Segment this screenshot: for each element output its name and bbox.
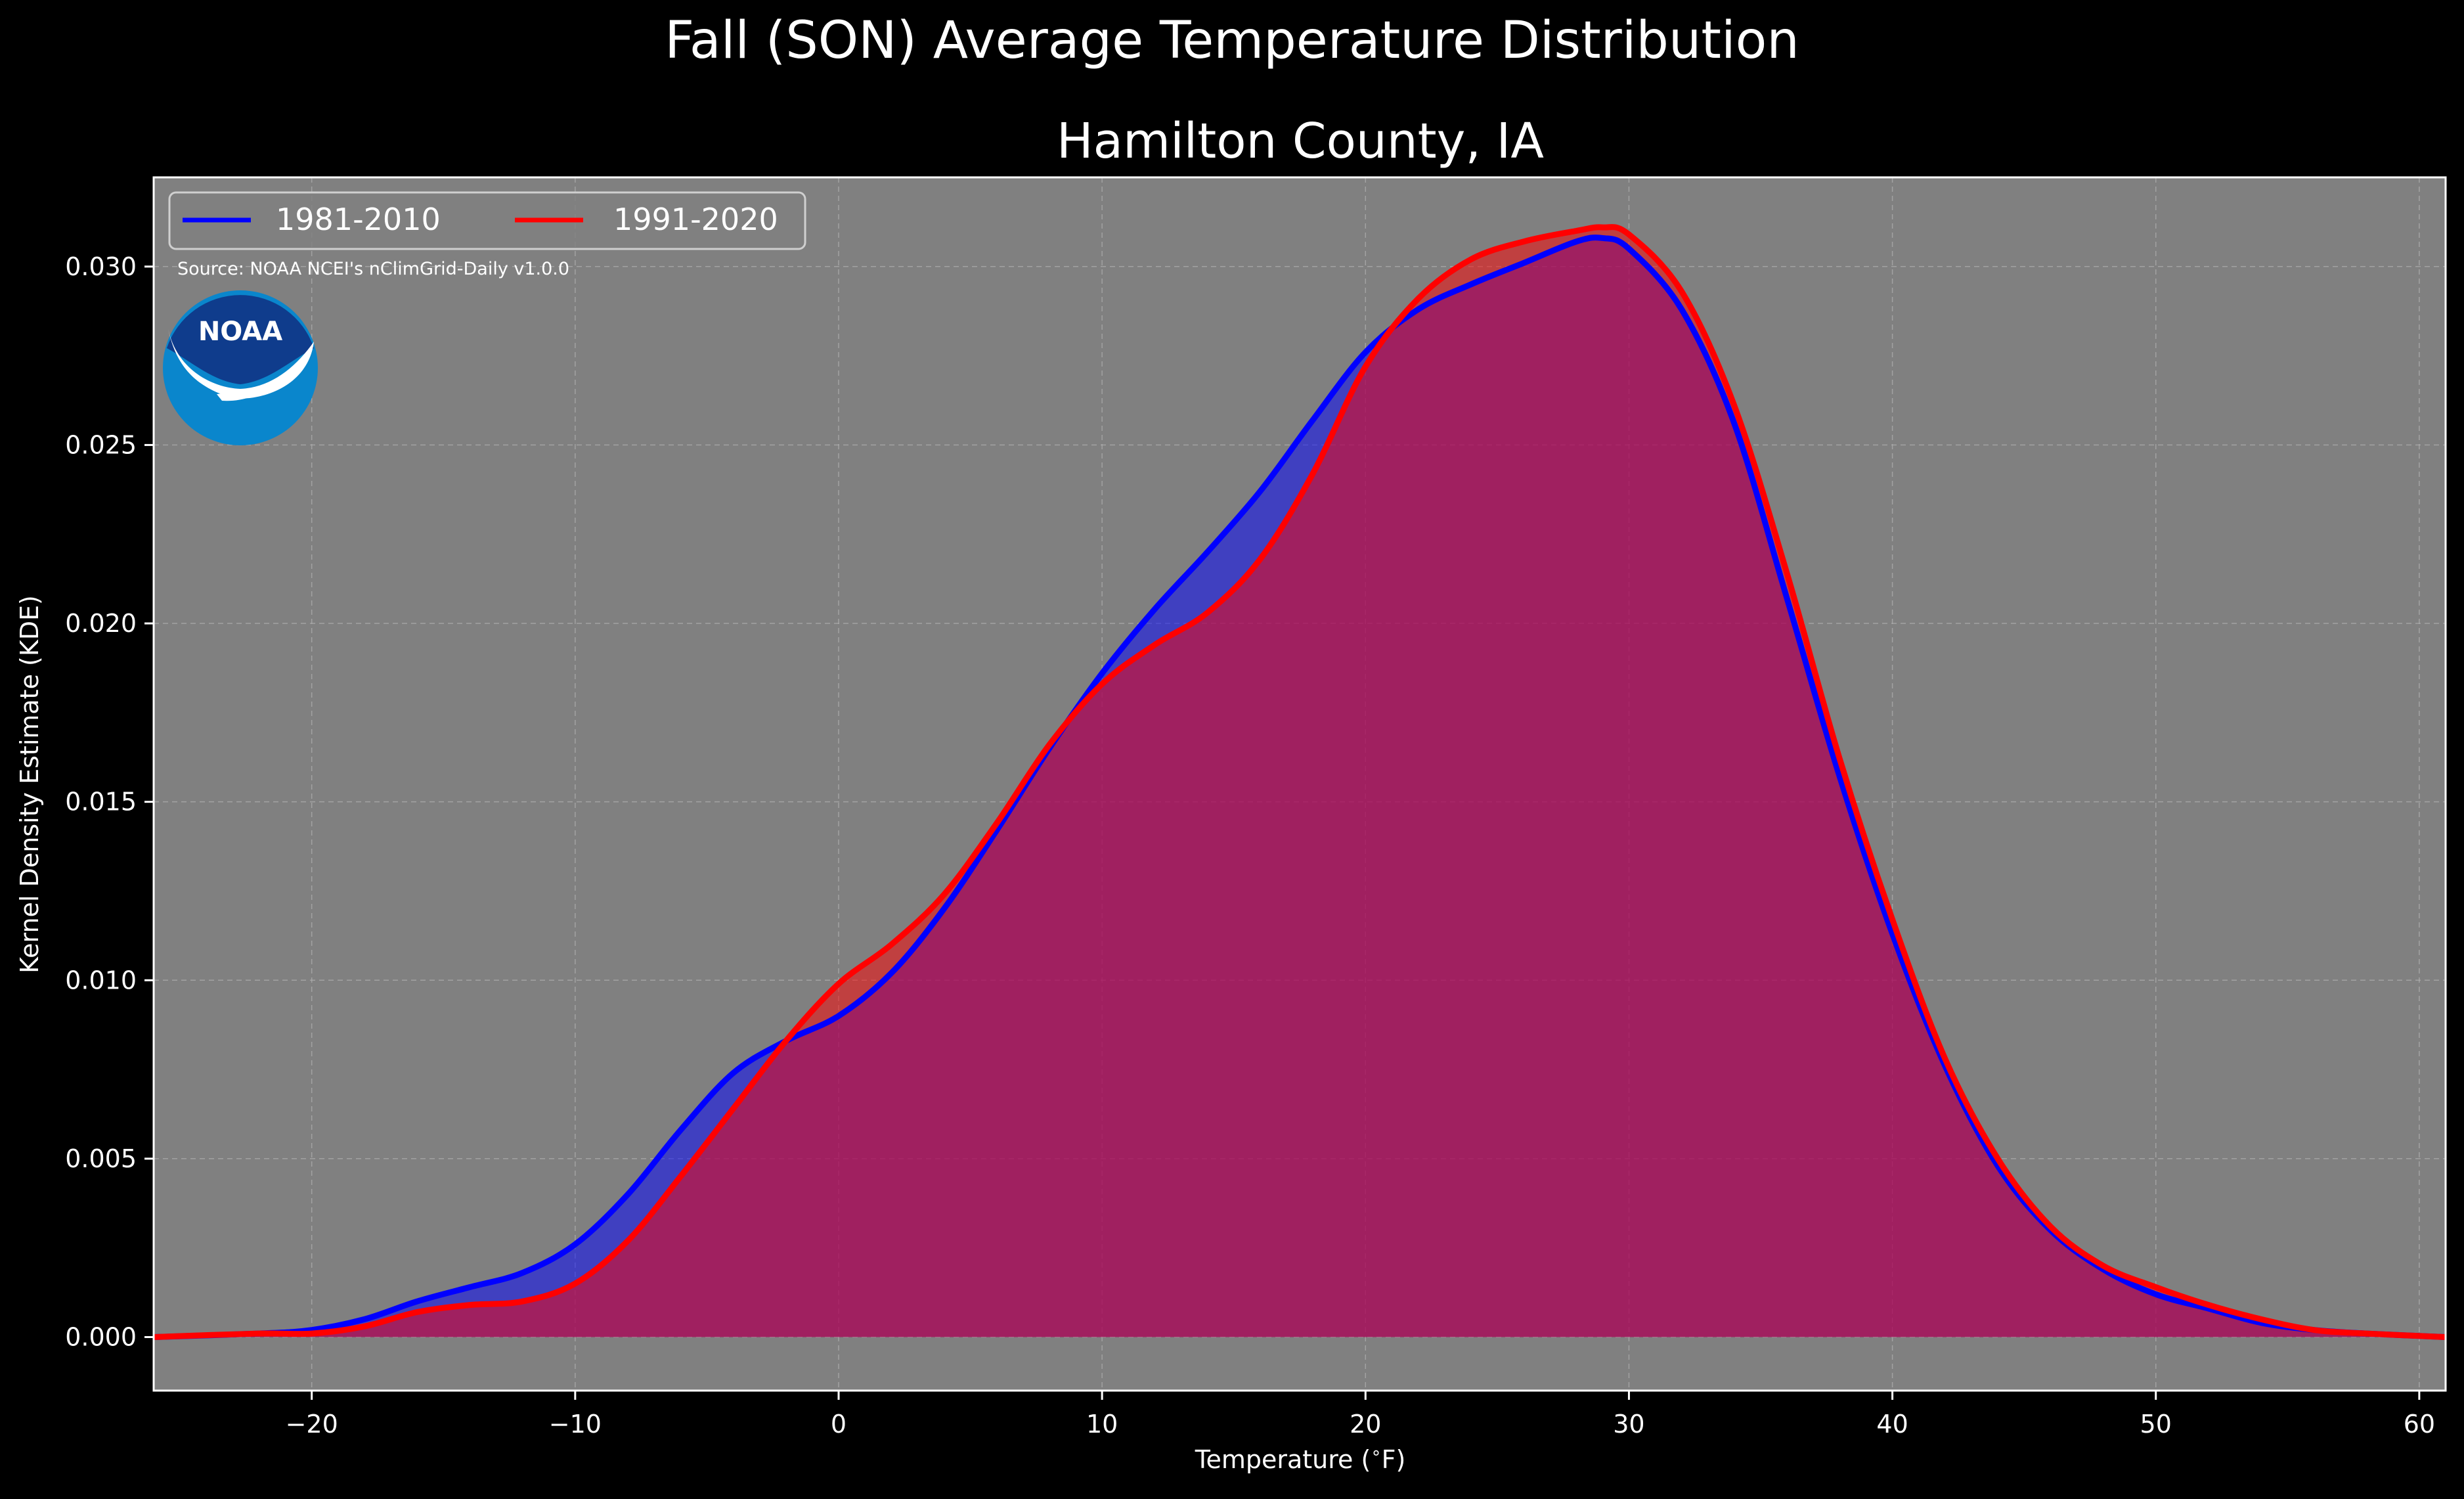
kde-area-1991-2020 (154, 227, 2446, 1337)
legend: 1981-2010 1991-2020 (168, 191, 806, 250)
noaa-logo: NOAA (163, 290, 318, 445)
x-axis-ticks: −20 −10 0 10 20 30 40 50 60 (286, 1391, 2435, 1439)
y-tick-label: 0.005 (65, 1144, 137, 1173)
kde-fills (154, 227, 2446, 1337)
x-tick-label: −10 (549, 1410, 602, 1439)
x-tick-label: 30 (1613, 1410, 1644, 1439)
logo-dark-top (167, 295, 314, 384)
legend-box (168, 191, 806, 250)
plot-area (152, 176, 2447, 1392)
legend-label-1991-2020: 1991-2020 (613, 202, 778, 237)
kde-line-1981-2010 (153, 235, 2446, 1340)
y-tick-label: 0.025 (65, 430, 137, 459)
y-tick-label: 0.000 (65, 1323, 137, 1352)
x-tick-label: 20 (1350, 1410, 1381, 1439)
logo-gull-wing (168, 328, 314, 399)
y-tick-label: 0.010 (65, 966, 137, 995)
plot-frame (152, 176, 2447, 1392)
x-tick-label: 50 (2140, 1410, 2172, 1439)
figure-suptitle: Fall (SON) Average Temperature Distribut… (665, 11, 1799, 70)
x-tick-label: 0 (831, 1410, 847, 1439)
legend-label-1981-2010: 1981-2010 (276, 202, 441, 237)
x-tick-label: 60 (2404, 1410, 2435, 1439)
y-axis-ticks: 0.000 0.005 0.010 0.015 0.020 0.025 0.030 (65, 252, 154, 1352)
chart-title: Hamilton County, IA (1057, 113, 1544, 169)
source-note: Source: NOAA NCEI's nClimGrid-Daily v1.0… (177, 259, 569, 279)
kde-line-1991-2020 (153, 224, 2446, 1340)
logo-gull-tail (217, 381, 276, 401)
x-tick-label: −20 (286, 1410, 338, 1439)
logo-text: NOAA (198, 317, 282, 347)
x-tick-label: 40 (1876, 1410, 1908, 1439)
y-axis-label: Kernel Density Estimate (KDE) (15, 595, 44, 973)
y-tick-label: 0.015 (65, 788, 137, 817)
y-tick-label: 0.030 (65, 252, 137, 281)
grid-lines (154, 177, 2446, 1391)
x-tick-label: 10 (1086, 1410, 1118, 1439)
kde-lines (153, 224, 2446, 1340)
y-tick-label: 0.020 (65, 609, 137, 638)
x-axis-label: Temperature (∘F) (1195, 1443, 1406, 1474)
